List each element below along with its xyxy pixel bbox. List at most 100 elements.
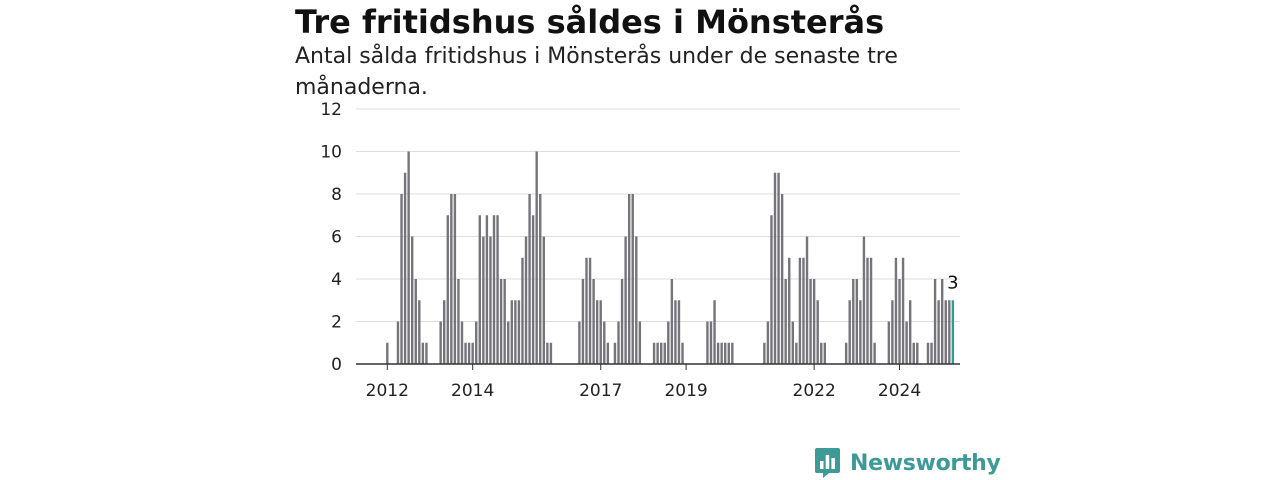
bar xyxy=(724,342,727,364)
bar xyxy=(766,321,770,364)
bar xyxy=(464,342,467,364)
bar xyxy=(407,151,410,364)
bar xyxy=(492,215,496,364)
bar xyxy=(400,194,403,364)
bar xyxy=(798,257,802,364)
bar xyxy=(809,279,812,364)
x-tick-label: 2014 xyxy=(451,381,494,401)
bar xyxy=(521,257,524,364)
bar xyxy=(848,300,851,364)
bar xyxy=(656,342,659,364)
bar xyxy=(627,194,631,364)
bar xyxy=(588,257,592,364)
bar xyxy=(489,236,492,364)
bar-highlight xyxy=(951,300,955,364)
bar xyxy=(549,342,553,364)
bar xyxy=(499,279,503,364)
x-tick-label: 2017 xyxy=(579,381,622,401)
y-tick-label: 4 xyxy=(331,270,342,290)
bar xyxy=(805,236,809,364)
bar xyxy=(713,300,716,364)
bar xyxy=(467,342,471,364)
bar xyxy=(603,321,606,364)
bar xyxy=(727,342,730,364)
bar xyxy=(706,321,709,364)
bar xyxy=(677,300,681,364)
bar xyxy=(460,321,464,364)
bar xyxy=(663,342,666,364)
bar xyxy=(453,194,457,364)
x-tick-label: 2019 xyxy=(664,381,707,401)
last-value-label: 3 xyxy=(947,272,958,293)
bar xyxy=(862,236,866,364)
bar xyxy=(617,321,620,364)
bar xyxy=(720,342,723,364)
bar xyxy=(386,342,389,364)
bar xyxy=(595,300,599,364)
y-tick-label: 12 xyxy=(320,100,342,120)
bar xyxy=(624,236,627,364)
bar xyxy=(546,342,549,364)
bar xyxy=(788,257,791,364)
bar xyxy=(898,279,901,364)
bar xyxy=(485,215,489,364)
bar xyxy=(652,342,656,364)
bar xyxy=(659,342,663,364)
bar xyxy=(478,215,481,364)
bar xyxy=(777,172,780,364)
bar xyxy=(780,194,784,364)
bar xyxy=(916,342,919,364)
bar xyxy=(887,321,891,364)
bar xyxy=(635,236,638,364)
bar xyxy=(631,194,634,364)
bar xyxy=(948,300,951,364)
bar xyxy=(418,300,421,364)
bar xyxy=(763,342,766,364)
bar xyxy=(414,279,417,364)
bar xyxy=(475,321,478,364)
bar xyxy=(503,279,506,364)
bar xyxy=(709,321,713,364)
bar xyxy=(514,300,517,364)
bar xyxy=(820,342,823,364)
bar xyxy=(773,172,777,364)
chart-title: Tre fritidshus såldes i Mönsterås xyxy=(295,3,885,41)
bar xyxy=(496,215,499,364)
bar xyxy=(891,300,894,364)
bar xyxy=(535,151,538,364)
bar xyxy=(638,321,642,364)
y-axis-ticks: 0 2 4 6 8 10 12 xyxy=(320,100,342,375)
bar xyxy=(510,300,513,364)
y-tick-label: 6 xyxy=(331,228,342,248)
bar xyxy=(681,342,684,364)
x-tick-label: 2022 xyxy=(793,381,836,401)
bar xyxy=(592,279,595,364)
bar xyxy=(930,342,933,364)
brand-name: Newsworthy xyxy=(850,450,1001,476)
bar xyxy=(823,342,827,364)
bar xyxy=(439,321,442,364)
bar-chart-speech-bubble-icon xyxy=(815,448,840,478)
bar xyxy=(507,321,510,364)
bar xyxy=(446,215,449,364)
bar xyxy=(873,342,876,364)
y-tick-label: 10 xyxy=(320,143,342,163)
bar xyxy=(620,279,624,364)
bar xyxy=(539,194,542,364)
bar xyxy=(855,279,859,364)
bar xyxy=(667,321,670,364)
y-tick-label: 8 xyxy=(331,185,342,205)
bar xyxy=(450,194,453,364)
bar xyxy=(901,257,905,364)
bar xyxy=(816,300,819,364)
bar xyxy=(457,279,460,364)
bar xyxy=(912,342,915,364)
bar xyxy=(578,321,581,364)
bar xyxy=(791,321,794,364)
bars xyxy=(386,151,955,364)
bar xyxy=(674,300,677,364)
bar xyxy=(795,342,798,364)
bar xyxy=(812,279,816,364)
y-tick-label: 2 xyxy=(331,313,342,333)
bar xyxy=(731,342,734,364)
